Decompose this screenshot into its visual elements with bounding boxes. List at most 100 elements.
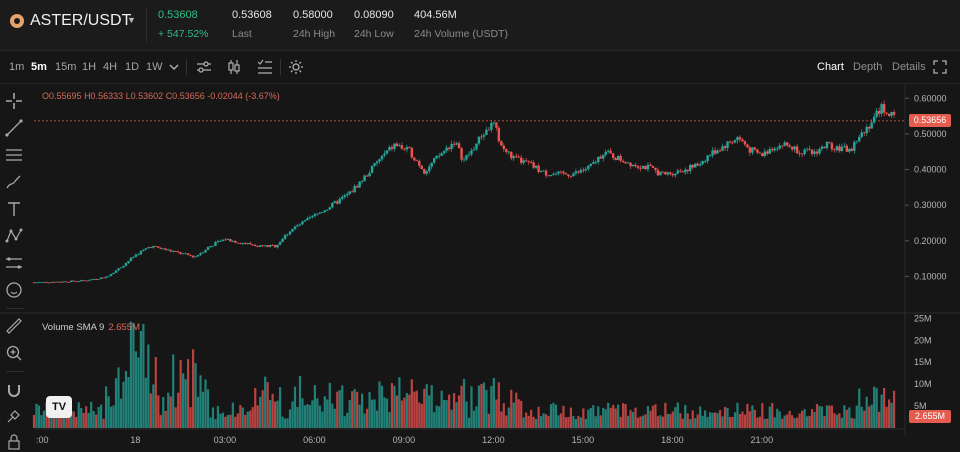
volume-bar	[532, 416, 535, 428]
candle-body	[567, 174, 570, 177]
magnet-icon[interactable]	[4, 380, 24, 400]
candle-body	[323, 210, 327, 213]
timeframe-1w[interactable]: 1W	[146, 61, 163, 73]
volume-bar	[654, 404, 657, 428]
candle-body	[646, 164, 650, 170]
chevron-down-icon[interactable]: ▼	[127, 15, 136, 25]
candle-body	[602, 155, 605, 159]
pair-title[interactable]: ASTER/USDT	[30, 12, 132, 29]
volume-bar	[850, 417, 853, 428]
price-tick-label: 0.20000	[914, 236, 947, 246]
zoom-in-icon[interactable]	[4, 343, 24, 363]
volume-bar	[699, 406, 702, 428]
volume-bar	[269, 400, 272, 428]
volume-bar	[204, 379, 207, 428]
candlestick-type-icon[interactable]	[225, 58, 243, 76]
volume-bar	[249, 410, 252, 428]
candle-body	[656, 170, 660, 176]
volume-bar	[634, 407, 637, 428]
candle-body	[447, 147, 451, 149]
volume-bar	[602, 407, 605, 428]
candle-body	[45, 281, 48, 283]
candle-body	[32, 282, 36, 284]
measure-tool-icon[interactable]	[4, 253, 24, 273]
volume-bar	[786, 414, 789, 428]
gear-icon[interactable]	[287, 58, 305, 76]
candle-body	[549, 174, 553, 176]
candle-body	[370, 165, 374, 174]
candle-body	[746, 144, 749, 148]
ohlc-change: -0.02044 (-3.67%)	[207, 91, 280, 101]
candle-body	[127, 260, 130, 264]
price-chart[interactable]: 0.60000 0.50000 0.40000 0.30000 0.20000 0.100…	[0, 84, 960, 452]
volume-bar	[629, 410, 632, 428]
volume-bar	[527, 415, 530, 428]
candle-body	[408, 147, 411, 149]
indicator-settings-icon[interactable]	[195, 58, 213, 76]
volume-bar	[162, 397, 165, 428]
timeframe-15m[interactable]: 15m	[55, 61, 77, 73]
candle-body	[728, 141, 732, 143]
volume-bar	[679, 413, 682, 428]
trend-line-icon[interactable]	[4, 118, 24, 138]
volume-bar	[134, 351, 138, 428]
timeframe-1d[interactable]: 1D	[125, 61, 140, 73]
candle-body	[410, 148, 414, 158]
volume-bar	[791, 415, 794, 428]
volume-bar	[674, 407, 677, 428]
volume-bar	[368, 391, 371, 428]
lock-icon[interactable]	[4, 432, 24, 452]
text-tool-icon[interactable]	[4, 199, 24, 219]
candle-body	[691, 164, 694, 168]
candle-body	[684, 169, 687, 173]
volume-bar	[189, 407, 192, 428]
volume-bar	[631, 411, 635, 428]
candle-body	[520, 157, 523, 163]
candle-body	[527, 161, 530, 163]
candle-body	[256, 246, 259, 247]
candle-body	[505, 148, 508, 152]
volume-bar	[457, 395, 461, 428]
candle-body	[850, 148, 854, 151]
timeframe-5m[interactable]: 5m	[31, 61, 47, 73]
timeframe-4h[interactable]: 4H	[103, 61, 118, 73]
candle-body	[664, 172, 667, 175]
pattern-tool-icon[interactable]	[4, 226, 24, 246]
candle-body	[882, 104, 886, 113]
crosshair-icon[interactable]	[4, 91, 24, 111]
tab-details[interactable]: Details	[892, 61, 926, 73]
volume-bar	[671, 411, 674, 428]
candle-body	[701, 161, 704, 165]
brush-icon[interactable]	[4, 172, 24, 192]
candle-body	[644, 165, 647, 170]
ruler-icon[interactable]	[4, 316, 24, 336]
candle-body	[201, 252, 205, 254]
volume-bar	[415, 390, 418, 428]
timeframe-1h[interactable]: 1H	[82, 61, 97, 73]
fullscreen-icon[interactable]	[931, 58, 949, 76]
volume-bar	[266, 382, 269, 428]
volume-bar	[848, 407, 851, 428]
candle-body	[480, 136, 483, 138]
candle-body	[512, 156, 515, 159]
candle-body	[137, 254, 140, 256]
volume-bar	[584, 418, 587, 428]
candle-body	[139, 251, 143, 255]
volume-bar	[569, 407, 573, 428]
lock-drawing-icon[interactable]	[4, 406, 24, 426]
candle-body	[843, 145, 846, 147]
volume-bar	[100, 404, 103, 428]
tab-chart[interactable]: Chart	[817, 61, 844, 73]
indicators-list-icon[interactable]	[256, 58, 274, 76]
candle-body	[37, 282, 41, 283]
volume-bar	[761, 403, 764, 428]
chevron-down-icon[interactable]	[165, 58, 183, 76]
horizontal-lines-icon[interactable]	[4, 145, 24, 165]
timeframe-1m[interactable]: 1m	[9, 61, 25, 73]
volume-bar	[182, 373, 185, 428]
volume-bar	[820, 406, 824, 428]
tab-depth[interactable]: Depth	[853, 61, 883, 73]
volume-bar	[741, 411, 744, 428]
emoji-icon[interactable]	[4, 280, 24, 300]
volume-bar	[589, 408, 592, 428]
